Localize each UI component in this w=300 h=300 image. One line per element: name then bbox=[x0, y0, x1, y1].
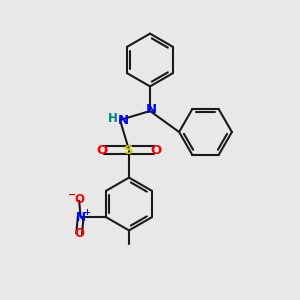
Text: H: H bbox=[108, 112, 117, 125]
Text: −: − bbox=[68, 190, 76, 200]
Text: O: O bbox=[74, 227, 84, 240]
Text: N: N bbox=[146, 103, 157, 116]
Text: O: O bbox=[97, 143, 108, 157]
Text: N: N bbox=[76, 211, 85, 224]
Text: N: N bbox=[117, 113, 129, 127]
Text: S: S bbox=[124, 143, 134, 157]
Text: O: O bbox=[150, 143, 161, 157]
Text: O: O bbox=[74, 193, 84, 206]
Text: +: + bbox=[83, 208, 90, 217]
